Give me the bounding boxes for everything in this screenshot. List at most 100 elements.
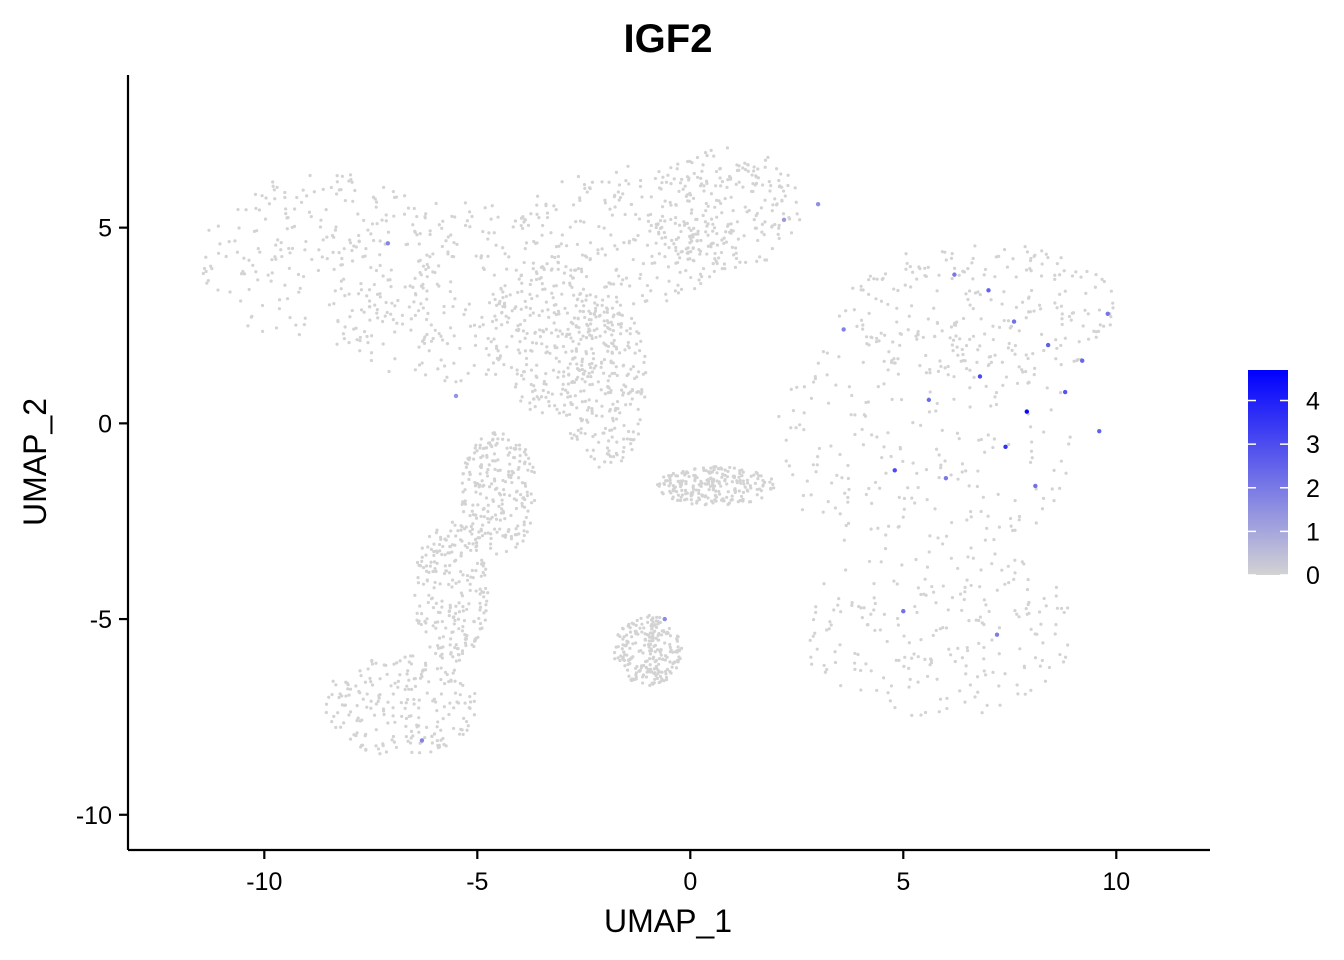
background-point: [333, 289, 337, 293]
background-point: [853, 661, 857, 665]
background-point: [675, 634, 680, 638]
background-point: [701, 213, 705, 218]
background-point: [420, 555, 424, 559]
background-point: [358, 335, 362, 340]
background-point: [974, 618, 978, 622]
background-point: [911, 270, 915, 274]
background-point: [711, 241, 715, 245]
background-point: [745, 210, 749, 214]
background-point: [648, 683, 652, 687]
background-point: [580, 377, 584, 381]
background-point: [756, 238, 760, 243]
background-point: [991, 324, 995, 328]
background-point: [606, 391, 611, 395]
background-point: [637, 217, 642, 221]
x-axis-title: UMAP_1: [604, 903, 732, 939]
background-point: [742, 234, 746, 238]
background-point: [928, 367, 932, 372]
background-point: [684, 247, 688, 251]
background-point: [685, 470, 689, 474]
background-point: [492, 452, 497, 456]
background-point: [734, 256, 739, 261]
background-point: [771, 203, 775, 207]
background-point: [815, 463, 819, 467]
background-point: [925, 498, 929, 502]
background-point: [378, 263, 382, 268]
background-point: [576, 428, 580, 432]
background-point: [648, 652, 653, 656]
background-point: [426, 311, 430, 315]
background-point: [590, 411, 594, 415]
background-point: [688, 159, 692, 163]
background-point: [1006, 319, 1011, 323]
background-point: [421, 286, 425, 290]
background-point: [615, 373, 619, 378]
background-point: [667, 246, 671, 250]
background-point: [514, 443, 518, 447]
background-point: [612, 338, 616, 343]
background-point: [588, 365, 593, 370]
background-point: [650, 617, 655, 621]
background-point: [590, 334, 594, 338]
background-point: [569, 274, 573, 278]
background-point: [484, 496, 489, 500]
background-point: [468, 514, 472, 518]
background-point: [435, 528, 439, 532]
background-point: [911, 461, 915, 465]
background-point: [963, 585, 967, 589]
background-point: [668, 642, 672, 647]
background-point: [533, 405, 537, 409]
background-point: [705, 181, 709, 186]
background-point: [494, 552, 499, 556]
background-point: [400, 714, 404, 718]
background-point: [781, 212, 786, 216]
background-point: [603, 392, 607, 396]
background-point: [409, 662, 414, 666]
background-point: [358, 669, 362, 673]
background-point: [1024, 607, 1028, 611]
background-point: [915, 337, 919, 341]
background-point: [676, 162, 680, 166]
background-point: [687, 234, 692, 239]
background-point: [907, 666, 911, 670]
background-point: [522, 523, 526, 527]
background-point: [692, 226, 696, 230]
background-point: [650, 631, 655, 635]
background-point: [441, 544, 445, 549]
background-point: [419, 622, 423, 627]
background-point: [664, 675, 669, 680]
background-point: [565, 244, 569, 248]
background-point: [630, 397, 634, 401]
background-point: [892, 361, 897, 365]
background-point: [772, 486, 776, 490]
y-tick-label: -5: [90, 606, 112, 634]
background-point: [441, 219, 445, 223]
background-point: [434, 201, 438, 206]
background-point: [680, 488, 684, 492]
background-point: [575, 362, 579, 366]
background-point: [554, 303, 558, 307]
background-point: [459, 591, 464, 595]
background-point: [343, 198, 347, 203]
background-point: [581, 334, 585, 338]
background-point: [710, 479, 714, 484]
background-point: [705, 154, 709, 158]
background-point: [521, 329, 526, 333]
background-point: [976, 469, 980, 473]
background-point: [448, 563, 452, 568]
background-point: [1026, 296, 1031, 300]
background-point: [946, 608, 950, 612]
background-point: [342, 247, 346, 251]
background-point: [704, 230, 708, 234]
background-point: [760, 222, 764, 226]
background-point: [478, 601, 482, 605]
background-point: [290, 246, 295, 251]
background-point: [619, 325, 623, 329]
background-point: [336, 711, 340, 715]
background-point: [463, 701, 467, 705]
background-point: [494, 344, 499, 348]
background-point: [578, 198, 582, 202]
background-point: [940, 250, 944, 254]
background-point: [340, 263, 344, 267]
background-point: [459, 379, 463, 383]
